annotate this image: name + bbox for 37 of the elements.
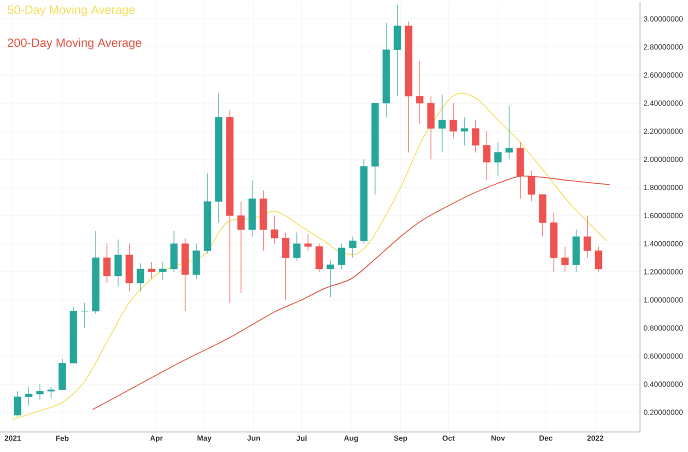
candlestick	[528, 170, 536, 202]
candlestick	[47, 386, 55, 399]
candlestick	[282, 232, 290, 300]
candlestick	[584, 215, 591, 258]
candlestick	[460, 116, 468, 146]
candlestick	[326, 260, 334, 298]
candlestick	[103, 243, 111, 284]
candlestick	[483, 130, 490, 181]
candlestick	[338, 243, 346, 270]
candlestick	[159, 262, 166, 281]
candlestick	[450, 102, 457, 139]
candlestick	[80, 302, 88, 328]
text: 50-Day Moving Average	[8, 5, 135, 16]
candlestick	[438, 94, 446, 153]
candlestick	[114, 239, 122, 286]
candlestick	[136, 263, 144, 292]
candlestick	[349, 236, 356, 258]
candlestick	[192, 243, 200, 280]
line-series	[92, 176, 610, 410]
candlestick	[472, 120, 480, 153]
line-series	[12, 92, 607, 420]
candlestick	[316, 243, 323, 272]
candlestick	[14, 390, 22, 417]
candlestick	[25, 386, 32, 406]
candlestick	[304, 234, 312, 252]
candlestick	[270, 215, 278, 244]
candlestick	[561, 246, 569, 272]
candlestick	[148, 262, 156, 280]
candlestick	[416, 60, 424, 125]
candlestick	[394, 4, 402, 96]
candlestick	[237, 201, 245, 294]
candlestick	[293, 232, 301, 261]
candlestick	[494, 142, 502, 177]
text: 200-Day Moving Average	[8, 38, 142, 50]
candlestick	[36, 384, 44, 400]
candlestick	[505, 106, 513, 160]
candlestick	[594, 246, 602, 272]
